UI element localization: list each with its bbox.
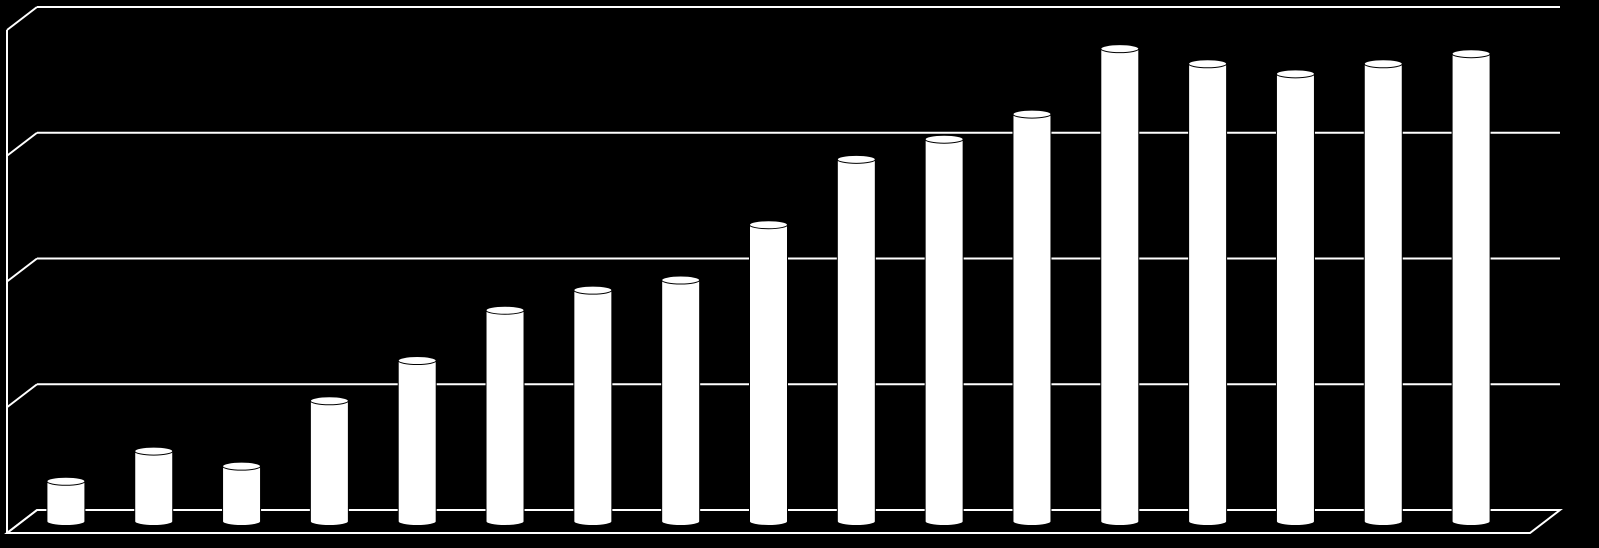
bar-top — [134, 446, 174, 456]
bar — [222, 461, 262, 526]
bar — [1100, 44, 1140, 526]
side-grid-line — [6, 509, 38, 534]
bar — [134, 446, 174, 526]
bar — [836, 154, 876, 526]
bar-top — [485, 305, 525, 315]
bar — [397, 356, 437, 526]
side-grid-line — [6, 6, 38, 31]
bar-top — [1012, 109, 1052, 119]
bar-top — [749, 220, 788, 230]
side-grid-line — [6, 257, 38, 283]
bar — [309, 396, 349, 526]
bar — [1451, 49, 1491, 526]
bar-top — [1363, 59, 1403, 69]
bar-top — [309, 396, 349, 406]
bar-top — [1100, 44, 1140, 54]
bar-top — [1188, 59, 1228, 69]
side-grid-line — [6, 131, 38, 157]
bar-top — [661, 275, 701, 285]
bar — [1012, 109, 1052, 526]
bar-top — [924, 134, 964, 144]
bar — [749, 220, 788, 526]
bar-top — [836, 154, 876, 164]
bar-top — [46, 476, 86, 486]
bar-top — [222, 461, 262, 471]
bar — [573, 285, 613, 526]
bar-top — [573, 285, 613, 295]
bar-top — [1451, 49, 1491, 59]
bar — [924, 134, 964, 526]
bar-top — [1275, 69, 1315, 79]
bar-top — [397, 356, 437, 366]
bar — [485, 305, 525, 526]
side-grid-line — [6, 383, 38, 409]
bar — [1188, 59, 1228, 526]
bar — [661, 275, 701, 526]
bar — [1275, 69, 1315, 526]
bar — [1363, 59, 1403, 526]
